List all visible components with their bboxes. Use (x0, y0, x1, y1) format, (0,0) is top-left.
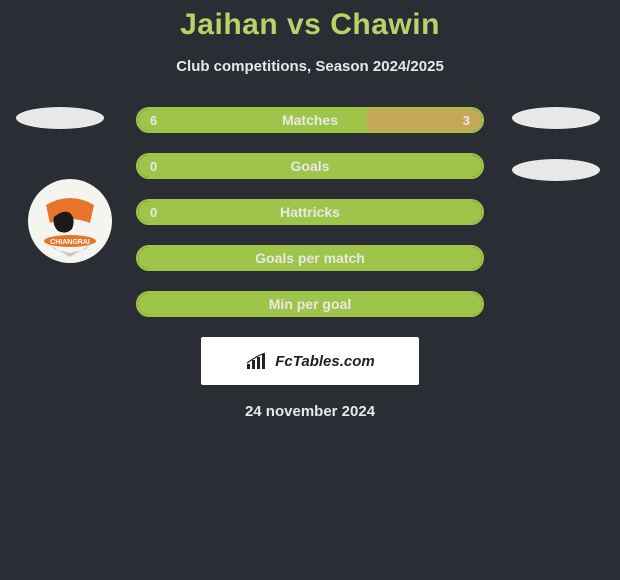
player-left-name: Jaihan (180, 8, 278, 41)
date-label: 24 november 2024 (0, 403, 620, 420)
subtitle: Club competitions, Season 2024/2025 (0, 58, 620, 75)
chiangrai-logo-icon: CHIANGRAI (28, 179, 112, 263)
attribution-text: FcTables.com (275, 353, 374, 370)
player-right-club-icon (512, 159, 600, 181)
stat-bar: 6Matches3 (136, 107, 484, 133)
stat-bar: Goals per match (136, 245, 484, 271)
stat-row: Min per goal (0, 291, 620, 317)
stat-label: Min per goal (138, 296, 482, 312)
stat-label: Hattricks (138, 204, 482, 220)
vs-separator: vs (287, 8, 321, 41)
stat-label: Goals per match (138, 250, 482, 266)
player-left-club-logo: CHIANGRAI (28, 179, 112, 263)
fctables-chart-icon (245, 352, 271, 370)
svg-text:CHIANGRAI: CHIANGRAI (50, 239, 90, 246)
player-left-flag-icon (16, 107, 104, 129)
stat-value-right: 3 (463, 113, 470, 128)
stat-bar: Min per goal (136, 291, 484, 317)
player-right-name: Chawin (330, 8, 440, 41)
stat-bar: 0Goals (136, 153, 484, 179)
stat-label: Matches (138, 112, 482, 128)
stat-bar: 0Hattricks (136, 199, 484, 225)
attribution-badge: FcTables.com (201, 337, 419, 385)
stat-label: Goals (138, 158, 482, 174)
player-right-flag-icon (512, 107, 600, 129)
stats-content: CHIANGRAI 6Matches3 0Goals 0Hattricks Goals… (0, 107, 620, 420)
comparison-title: Jaihan vs Chawin (0, 8, 620, 42)
